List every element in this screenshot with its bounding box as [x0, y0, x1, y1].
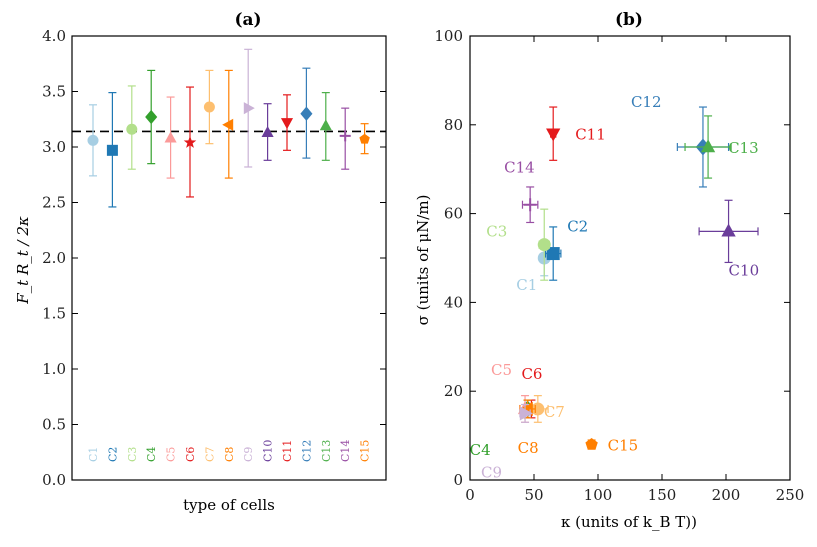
a-category-label: C11 [281, 440, 294, 462]
panel-a-category-labels: C1 C2 C3 C4 C5 C6 C7 C8 C9 C10 C11 C12 C13 C14 C15 [87, 440, 372, 462]
b-point-c14 [523, 198, 537, 212]
b-ytick-label: 60 [444, 205, 463, 223]
a-point-c3 [126, 123, 138, 135]
panel-b-ticks: 0 50 100 150 200 250 0 20 40 60 80 100 [434, 27, 804, 504]
a-ytick-label: 3.0 [42, 138, 66, 156]
panel-a-ylabel-text: F_t R_t / 2κ [14, 216, 32, 305]
b-point-c13 [700, 139, 716, 153]
a-category-label: C14 [339, 440, 352, 462]
a-point-c9 [243, 102, 255, 115]
panel-a-yticks: 0.0 0.5 1.0 1.5 2.0 2.5 3.0 3.5 4.0 [42, 27, 386, 489]
b-point-label-c4: C4 [470, 441, 491, 459]
b-ytick-label: 100 [434, 27, 463, 45]
panel-a: (a) 0.0 0.5 1.0 1.5 2.0 2.5 3.0 3.5 4.0 C1 C2 C3 C4… [14, 10, 387, 514]
a-category-label: C8 [223, 447, 236, 462]
b-point-label-c9: C9 [481, 463, 502, 481]
a-point-c14 [339, 130, 351, 142]
b-xtick-label: 250 [776, 486, 805, 504]
panel-a-ylabel: F_t R_t / 2κ [14, 216, 32, 305]
a-category-label: C15 [359, 440, 372, 462]
a-ytick-label: 1.5 [42, 305, 66, 323]
a-category-label: C13 [320, 440, 333, 462]
a-point-c2 [106, 144, 118, 156]
a-point-c11 [280, 118, 294, 130]
panel-b-ylabel-text: σ (units of μN/m) [414, 195, 432, 326]
b-xtick-label: 100 [584, 486, 613, 504]
a-category-label: C3 [126, 447, 139, 462]
a-ytick-label: 4.0 [42, 27, 66, 45]
b-xtick-label: 50 [524, 486, 543, 504]
a-ytick-label: 1.0 [42, 360, 66, 378]
panel-b: (b) 0 50 100 150 200 250 0 20 40 60 80 100 C1 C2 C3 C4… [414, 10, 804, 531]
a-category-label: C7 [203, 447, 216, 462]
b-point-label-c8: C8 [518, 439, 539, 457]
a-ytick-label: 0.5 [42, 416, 66, 434]
a-point-c13 [319, 119, 332, 131]
a-category-label: C10 [262, 440, 275, 462]
b-point-c2 [546, 247, 560, 261]
b-ytick-label: 80 [444, 116, 463, 134]
panel-b-ylabel: σ (units of μN/m) [414, 195, 432, 326]
a-category-label: C12 [300, 440, 313, 462]
a-category-label: C5 [165, 447, 178, 462]
a-category-label: C6 [184, 447, 197, 462]
a-category-label: C1 [87, 447, 100, 462]
a-point-c8 [222, 118, 234, 131]
b-point-c15 [585, 437, 598, 450]
a-ytick-label: 0.0 [42, 471, 66, 489]
panel-a-title: (a) [234, 10, 261, 30]
b-point-c9 [519, 406, 533, 421]
b-point-label-c2: C2 [567, 218, 588, 236]
b-point-label-c11: C11 [575, 126, 606, 144]
b-point-label-c1: C1 [516, 276, 537, 294]
panel-a-xlabel: type of cells [183, 496, 275, 514]
b-point-c10 [721, 223, 736, 237]
b-xtick-label: 0 [465, 486, 475, 504]
b-ytick-label: 20 [444, 382, 463, 400]
a-point-c5 [164, 131, 177, 143]
b-point-c3 [537, 238, 551, 252]
panel-b-frame [469, 35, 791, 481]
b-point-c7 [531, 402, 545, 416]
a-ytick-label: 2.5 [42, 194, 66, 212]
b-xtick-label: 200 [712, 486, 741, 504]
b-point-label-c5: C5 [491, 361, 512, 379]
b-point-label-c13: C13 [728, 139, 759, 157]
b-point-label-c6: C6 [521, 365, 542, 383]
panel-b-xlabel: κ (units of k_B T)) [561, 513, 697, 531]
a-ytick-label: 3.5 [42, 83, 66, 101]
a-point-c7 [203, 101, 215, 113]
a-category-label: C9 [242, 447, 255, 462]
panel-b-point-labels: C1 C2 C3 C4 C5 C6 C7 C8 C9 C10 C11 C12 C13 C14 C15 [470, 93, 760, 481]
b-point-label-c3: C3 [486, 223, 507, 241]
a-category-label: C4 [145, 447, 158, 462]
b-xtick-label: 150 [648, 486, 677, 504]
a-ytick-label: 2.0 [42, 249, 66, 267]
panel-a-points [87, 48, 370, 208]
b-ytick-label: 0 [453, 471, 463, 489]
b-point-label-c15: C15 [608, 436, 639, 454]
b-point-label-c12: C12 [631, 93, 662, 111]
b-point-label-c14: C14 [504, 159, 535, 177]
a-point-c15 [359, 133, 370, 144]
panel-b-title: (b) [615, 10, 643, 30]
a-category-label: C2 [106, 447, 119, 462]
a-point-c1 [87, 134, 99, 146]
a-point-c6 [183, 135, 197, 148]
b-ytick-label: 40 [444, 293, 463, 311]
a-point-c10 [261, 125, 274, 137]
b-point-label-c10: C10 [729, 261, 760, 279]
a-point-c12 [300, 106, 313, 121]
panel-b-points [517, 106, 759, 450]
b-point-label-c7: C7 [544, 403, 565, 421]
a-point-c4 [145, 109, 158, 125]
b-point-c11 [546, 128, 561, 142]
